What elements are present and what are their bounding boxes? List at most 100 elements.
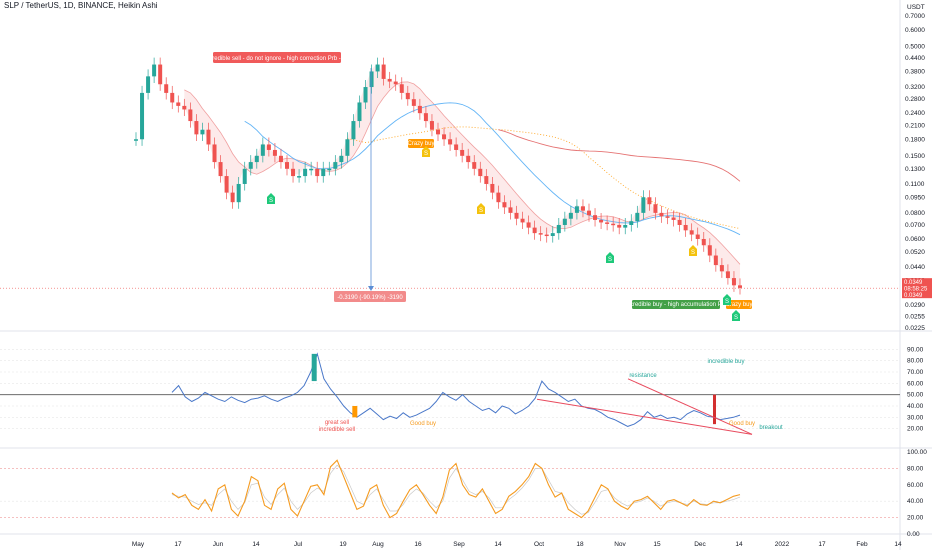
candle-body (508, 207, 513, 213)
price-panel (0, 57, 900, 295)
candle-body (182, 105, 187, 110)
rsi-annotation: incredible sell (319, 427, 355, 433)
time-tick-label: Sep (453, 541, 465, 548)
candle-body (496, 192, 501, 203)
candle-body (490, 183, 495, 193)
candle-body (472, 162, 477, 169)
candle-body (502, 202, 507, 208)
candle-body (176, 102, 181, 106)
candle-body (164, 84, 169, 93)
chart-symbol-title: SLP / TetherUS, 1D, BINANCE, Heikin Ashi (4, 1, 158, 10)
candle-body (206, 129, 211, 145)
last-price-badge (902, 278, 932, 299)
time-tick-label: 2022 (775, 541, 790, 548)
stoch-d-line (171, 464, 741, 515)
candle-body (701, 238, 706, 246)
candle-body (140, 92, 145, 140)
rsi-tick-label: 70.00 (907, 369, 924, 376)
candle-body (309, 168, 314, 171)
candle-body (242, 168, 247, 184)
ma-long-line (347, 126, 741, 230)
candle-body (327, 168, 332, 171)
candle-body (653, 204, 658, 213)
candle-body (369, 71, 374, 88)
candle-body (224, 176, 229, 193)
annotation-label-buy (632, 300, 720, 309)
candle-body (538, 233, 543, 235)
price-tick-label: 0.0700 (905, 222, 925, 229)
rsi-annotation: resistance (629, 373, 657, 379)
price-tick-label: 0.3200 (905, 84, 925, 91)
ma-mid-line (244, 102, 741, 236)
candle-body (399, 84, 404, 93)
candle-body (556, 224, 561, 234)
rsi-annotation: incredible buy (707, 359, 744, 365)
stoch-tick-label: 100.00 (907, 449, 927, 456)
ma-fast-line (184, 81, 741, 265)
time-tick-label: Oct (534, 541, 544, 548)
candle-body (278, 155, 283, 163)
price-axis: 0.7000 0.6000 0.5000 0.4400 0.3800 0.3200 0.28… (902, 13, 932, 538)
candle-body (297, 176, 302, 178)
price-tick-label: 0.0225 (905, 325, 925, 332)
candle-body (647, 197, 652, 205)
candle-body (738, 285, 742, 288)
time-tick-label: 14 (894, 541, 902, 548)
rsi-tick-label: 20.00 (907, 426, 924, 433)
candle-body (713, 255, 718, 266)
candle-body (170, 92, 175, 103)
candle-body (532, 227, 537, 234)
candle-body (375, 64, 380, 72)
rsi-tick-label: 60.00 (907, 380, 924, 387)
price-tick-label: 0.6000 (905, 27, 925, 34)
candle-body (254, 155, 259, 163)
signal-marker-text: S (691, 250, 695, 256)
candle-body (285, 162, 289, 169)
measure-arrow-icon (368, 286, 374, 291)
candle-body (611, 223, 616, 226)
rsi-line (171, 352, 741, 427)
price-tick-label: 0.1300 (905, 166, 925, 173)
time-tick-label: 17 (174, 541, 182, 548)
candle-body (587, 210, 591, 216)
rsi-tick-label: 90.00 (907, 346, 924, 353)
candle-body (695, 234, 700, 239)
candle-body (345, 139, 350, 156)
price-tick-label: 0.4400 (905, 55, 925, 62)
resistance-trendline (627, 378, 753, 435)
candle-body (683, 224, 688, 231)
time-tick-label: 14 (494, 541, 502, 548)
candle-body (134, 139, 138, 141)
candle-body (405, 92, 410, 100)
annotation-text: Incredible buy - high accumulation Prb (625, 302, 728, 308)
candle-body (478, 168, 483, 177)
candle-body (568, 212, 573, 219)
price-tick-label: 0.5000 (905, 44, 925, 51)
candle-body (574, 206, 579, 213)
signal-marker-text: S (734, 315, 738, 321)
candle-body (617, 224, 622, 228)
stoch-tick-label: 40.00 (907, 498, 924, 505)
rsi-annotation: great sell (325, 420, 349, 426)
candle-body (593, 215, 598, 220)
signal-marker (422, 146, 430, 157)
price-tick-label: 0.1800 (905, 136, 925, 143)
annotation-text: Crazy buy (407, 141, 434, 147)
last-price-label: 08:58:25 (904, 287, 928, 293)
annotation-text: Incredible sell - do not ignore - high c… (204, 56, 350, 62)
ma-cloud (184, 62, 741, 287)
candle-body (448, 139, 453, 145)
candle-body (526, 222, 531, 228)
candle-body (484, 176, 489, 184)
candle-body (725, 271, 730, 279)
price-tick-label: 0.0255 (905, 314, 925, 321)
time-tick-label: May (132, 541, 145, 548)
annotation-text: Crazy buy (725, 302, 752, 308)
signal-marker-text: S (269, 198, 273, 204)
time-tick-label: 14 (735, 541, 743, 548)
candle-body (520, 218, 525, 223)
stoch-tick-label: 0.00 (907, 531, 920, 538)
price-tick-label: 0.7000 (905, 13, 925, 20)
candle-body (152, 64, 157, 77)
candle-body (357, 102, 362, 122)
